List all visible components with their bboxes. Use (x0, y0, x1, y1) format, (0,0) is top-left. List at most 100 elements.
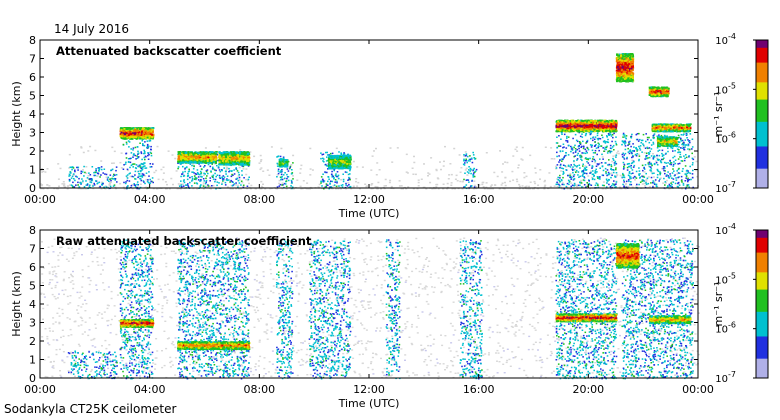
signal-cell (562, 146, 564, 149)
signal-cell (671, 147, 674, 150)
noise-cell (431, 188, 434, 190)
signal-cell (72, 181, 74, 184)
noise-cell (235, 187, 238, 190)
signal-cell (141, 163, 144, 165)
signal-cell (565, 169, 567, 171)
cloud-cell (218, 159, 221, 162)
noise-cell (119, 182, 122, 185)
signal-cell (587, 162, 590, 164)
signal-cell (71, 168, 73, 171)
noise-cell (311, 169, 314, 171)
signal-cell (585, 150, 588, 152)
cloud-cell (212, 160, 215, 163)
noise-cell (450, 182, 453, 184)
signal-cell (231, 173, 233, 176)
signal-cell (583, 152, 585, 154)
signal-cell (73, 186, 76, 188)
signal-cell (604, 146, 607, 149)
noise-cell (180, 183, 183, 185)
noise-cell (231, 188, 234, 190)
signal-cell (561, 167, 563, 169)
signal-cell (348, 184, 350, 186)
noise-cell (396, 147, 399, 149)
signal-cell (678, 146, 680, 148)
signal-cell (150, 152, 153, 155)
signal-cell (637, 140, 640, 142)
signal-cell (128, 141, 131, 143)
noise-cell (292, 188, 295, 190)
signal-cell (562, 143, 565, 145)
signal-cell (563, 172, 565, 174)
signal-cell (333, 176, 335, 179)
signal-cell (591, 178, 594, 181)
signal-cell (606, 135, 608, 137)
cloud-layer-3 (218, 151, 251, 166)
noise-cell (249, 187, 252, 190)
signal-cell (664, 181, 667, 183)
cloud-cell (131, 135, 134, 138)
signal-cell (687, 177, 689, 180)
noise-cell (46, 187, 49, 190)
signal-cell (331, 174, 334, 177)
signal-cell (580, 182, 583, 184)
noise-cell (139, 183, 142, 185)
signal-cell (673, 161, 675, 163)
noise-cell (459, 171, 462, 173)
signal-cell (182, 185, 185, 187)
cloud-cell (215, 153, 218, 156)
signal-cell (136, 157, 139, 159)
signal-cell (615, 172, 618, 174)
signal-cell (677, 181, 680, 184)
signal-cell (325, 151, 327, 154)
signal-cell (603, 184, 605, 187)
noise-cell (235, 184, 238, 186)
noise-cell (347, 182, 350, 184)
signal-cell (672, 150, 674, 152)
signal-cell (573, 155, 575, 158)
signal-cell (630, 167, 633, 169)
signal-cell (147, 158, 150, 160)
signal-cell (93, 174, 96, 177)
signal-cell (140, 152, 143, 155)
noise-cell (575, 184, 578, 187)
signal-cell (562, 170, 565, 173)
signal-cell (646, 136, 649, 139)
signal-cell (277, 168, 280, 171)
signal-cell (572, 137, 574, 140)
signal-cell (687, 139, 689, 141)
signal-cell (582, 170, 585, 172)
signal-cell (559, 159, 561, 162)
signal-cell (589, 133, 592, 135)
signal-cell (140, 175, 142, 177)
noise-cell (624, 183, 627, 186)
signal-cell (470, 168, 472, 171)
signal-cell (70, 184, 73, 186)
signal-cell (561, 133, 563, 135)
signal-cell (336, 182, 338, 184)
signal-cell (669, 185, 671, 187)
signal-cell (691, 148, 693, 150)
signal-cell (575, 150, 577, 152)
signal-cell (569, 176, 572, 179)
signal-cell (221, 183, 223, 185)
signal-cell (648, 166, 651, 168)
signal-cell (280, 169, 282, 172)
signal-cell (71, 185, 74, 187)
signal-cell (594, 141, 596, 143)
signal-cell (280, 178, 282, 181)
signal-cell (585, 166, 588, 168)
signal-cell (612, 171, 615, 174)
signal-cell (285, 185, 288, 188)
signal-cell (626, 166, 629, 169)
noise-cell (478, 184, 481, 186)
signal-cell (679, 156, 681, 158)
signal-cell (147, 179, 149, 181)
signal-cell (656, 169, 659, 172)
signal-cell (472, 168, 475, 171)
cloud-cell (222, 151, 225, 154)
signal-cell (127, 185, 129, 187)
signal-cell (136, 181, 139, 183)
noise-cell (309, 174, 312, 176)
signal-cell (109, 174, 112, 176)
signal-cell (596, 134, 599, 137)
